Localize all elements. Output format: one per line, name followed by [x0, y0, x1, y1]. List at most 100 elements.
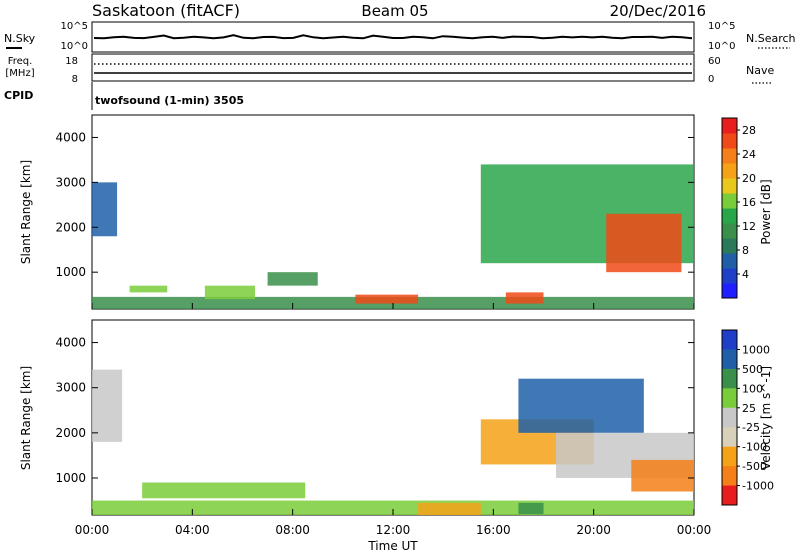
- station-title: Saskatoon (fitACF): [92, 1, 240, 20]
- power-colorbar-tick-label: 12: [742, 220, 756, 233]
- velocity-colorbar-swatch: [722, 349, 737, 370]
- power-echo-region: [505, 292, 544, 304]
- velocity-colorbar-tick-label: -25: [742, 421, 760, 434]
- nave-tick-bottom: 0: [708, 74, 714, 85]
- velocity-colorbar-label: Velocity [m s^-1]: [759, 366, 773, 470]
- freq-strip-frame: [91, 53, 695, 82]
- x-tick-label: 00:00: [75, 523, 110, 537]
- power-echo-region: [204, 285, 256, 300]
- power-colorbar-frame: [721, 117, 738, 299]
- power-colorbar-swatch: [722, 118, 737, 134]
- power-colorbar-tick-label: 16: [742, 196, 756, 209]
- freq-tick-top: 18: [65, 56, 78, 67]
- power-y-ticks: 1000 2000 3000 4000: [55, 130, 694, 279]
- power-colorbar-tick-label: 8: [742, 244, 749, 257]
- velocity-echo-region: [92, 369, 123, 442]
- power-echo-region: [129, 285, 168, 293]
- velocity-colorbar-tick-label: -100: [742, 441, 767, 454]
- power-panel: 1000 2000 3000 4000 Slant Range [km]: [19, 114, 695, 310]
- velocity-echo-region: [631, 459, 694, 492]
- nsearch-tick-bottom: 10^0: [708, 41, 735, 52]
- power-colorbar-swatch: [722, 178, 737, 194]
- power-colorbar-swatch: [722, 268, 737, 284]
- velocity-echo-region: [142, 482, 306, 499]
- velocity-colorbar-swatch: [722, 388, 737, 409]
- freq-label: Freq.: [8, 56, 33, 67]
- power-colorbar-swatch: [722, 283, 737, 299]
- velocity-colorbar-swatch: [722, 466, 737, 487]
- velocity-colorbar-tick-label: 1000: [742, 343, 770, 356]
- x-tick-label: 00:00: [677, 523, 712, 537]
- nsky-label: N.Sky: [4, 32, 36, 45]
- power-colorbar-tick-label: 24: [742, 148, 756, 161]
- power-echo-region: [267, 272, 318, 286]
- velocity-ytick-label: 4000: [55, 336, 86, 350]
- velocity-colorbar-swatch: [722, 330, 737, 350]
- nsearch-label: N.Search: [746, 32, 796, 45]
- velocity-colorbar-swatch: [722, 407, 737, 428]
- velocity-colorbar-tick-label: 100: [742, 382, 763, 395]
- nsky-tick-top: 10^5: [61, 21, 88, 32]
- velocity-ytick-label: 1000: [55, 471, 86, 485]
- power-colorbar-swatch: [722, 223, 737, 239]
- power-ytick-label: 2000: [55, 220, 86, 234]
- power-colorbar-swatch: [722, 148, 737, 164]
- freq-tick-bottom: 8: [72, 74, 78, 85]
- cpid-text: twofsound (1-min) 3505: [95, 94, 244, 107]
- nsky-strip-frame: [91, 21, 695, 53]
- velocity-colorbar-tick-label: -500: [742, 460, 767, 473]
- power-colorbar: 4 8 12 16 20 24 28: [721, 117, 756, 299]
- nave-label: Nave: [746, 64, 774, 77]
- power-colorbar-label: Power [dB]: [759, 179, 773, 244]
- x-tick-label: 20:00: [576, 523, 611, 537]
- velocity-colorbar-swatch: [722, 368, 737, 389]
- velocity-echo-region: [418, 502, 481, 515]
- x-axis-ticks: 00:00 04:00 08:00 12:00 16:00 20:00 00:00: [75, 303, 712, 537]
- power-echo-region: [92, 182, 118, 237]
- power-colorbar-tick-label: 4: [742, 268, 749, 281]
- power-colorbar-swatch: [722, 163, 737, 179]
- power-ylabel: Slant Range [km]: [19, 160, 33, 264]
- velocity-colorbar-tick-label: 25: [742, 402, 756, 415]
- power-colorbar-swatch: [722, 253, 737, 269]
- power-ytick-label: 4000: [55, 130, 86, 144]
- velocity-colorbar-frame: [721, 329, 738, 506]
- nsky-tick-bottom: 10^0: [61, 41, 88, 52]
- cpid-label: CPID: [4, 89, 33, 102]
- velocity-ylabel: Slant Range [km]: [19, 366, 33, 470]
- power-colorbar-tick-label: 20: [742, 172, 756, 185]
- power-colorbar-swatch: [722, 193, 737, 209]
- power-ytick-label: 1000: [55, 265, 86, 279]
- nave-tick-top: 60: [708, 56, 721, 67]
- date-title: 20/Dec/2016: [610, 2, 706, 20]
- freq-unit-label: [MHz]: [5, 68, 34, 79]
- beam-title: Beam 05: [361, 2, 428, 20]
- power-ytick-label: 3000: [55, 175, 86, 189]
- velocity-echo-region: [518, 378, 644, 433]
- velocity-colorbar-swatch: [722, 427, 737, 448]
- velocity-colorbar-tick-label: -1000: [742, 480, 774, 493]
- power-colorbar-swatch: [722, 208, 737, 224]
- nsearch-tick-top: 10^5: [708, 21, 735, 32]
- velocity-colorbar: 1000 500 100 25 -25 -100 -500 -1000: [721, 329, 774, 506]
- x-axis-label: Time UT: [367, 539, 418, 553]
- x-tick-label: 08:00: [275, 523, 310, 537]
- velocity-colorbar-swatch: [722, 446, 737, 467]
- power-echo-region: [355, 294, 419, 304]
- velocity-y-ticks: 1000 2000 3000 4000: [55, 336, 694, 485]
- power-echo-region: [606, 213, 682, 273]
- power-colorbar-swatch: [722, 133, 737, 149]
- nsky-trace: [93, 34, 693, 40]
- power-colorbar-tick-label: 28: [742, 124, 756, 137]
- x-tick-label: 16:00: [476, 523, 511, 537]
- velocity-colorbar-swatch: [722, 485, 737, 506]
- velocity-colorbar-tick-label: 500: [742, 363, 763, 376]
- power-colorbar-swatch: [722, 238, 737, 254]
- power-regions: [92, 164, 694, 309]
- velocity-regions: [92, 369, 694, 515]
- velocity-ytick-label: 2000: [55, 426, 86, 440]
- x-tick-label: 12:00: [376, 523, 411, 537]
- velocity-panel: 1000 2000 3000 4000 Slant Range [km]: [19, 319, 695, 516]
- velocity-ytick-label: 3000: [55, 381, 86, 395]
